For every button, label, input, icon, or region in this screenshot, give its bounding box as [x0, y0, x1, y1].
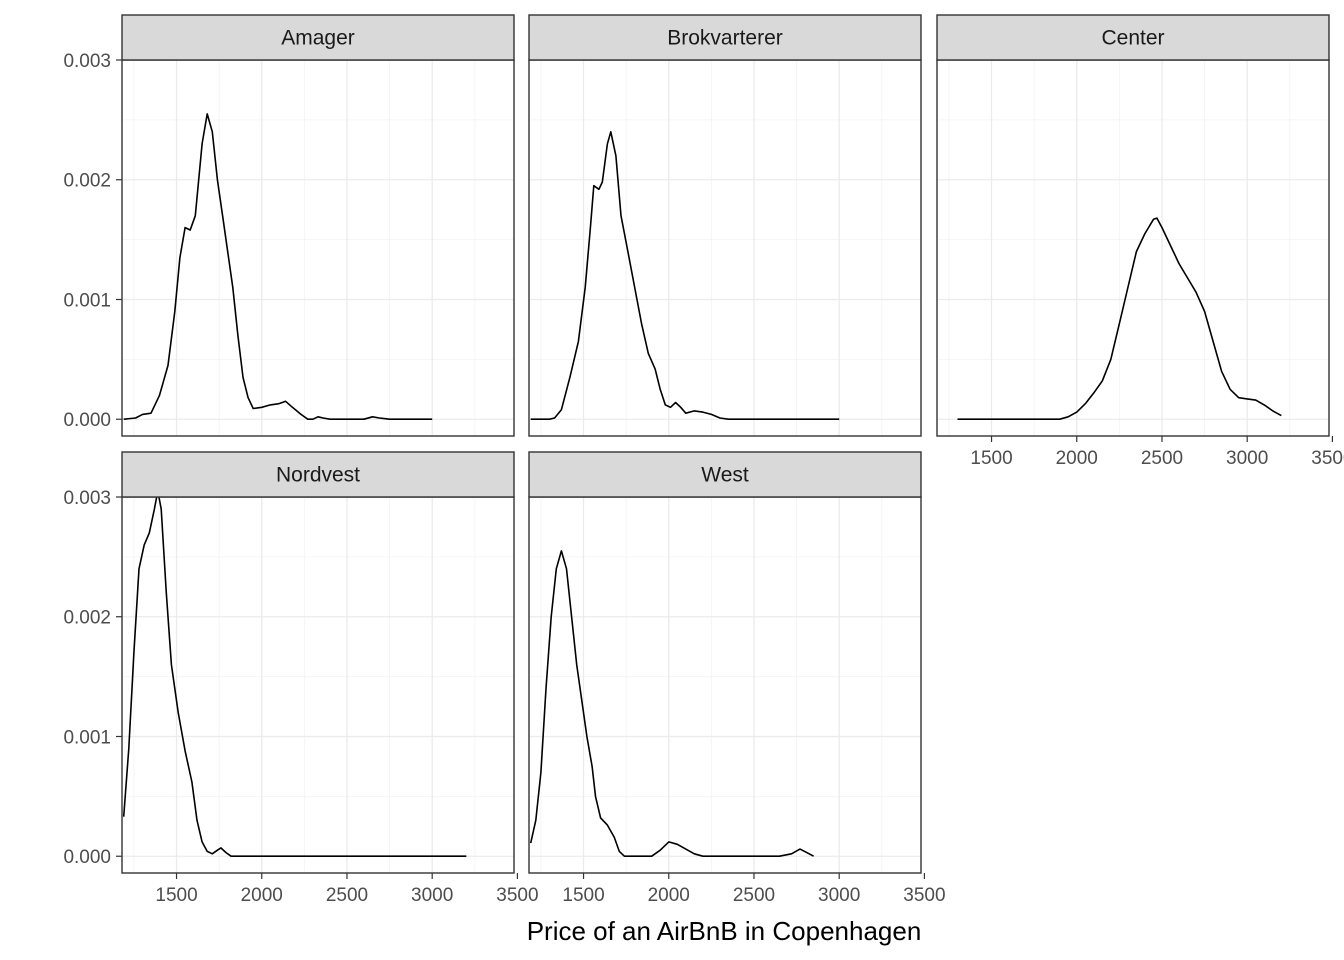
- facet-panel-brokvarterer: Brokvarterer: [528, 14, 922, 437]
- density-line-center: [957, 217, 1282, 420]
- x-tick-label: 2500: [733, 885, 775, 906]
- facet-panel-center: Center: [936, 14, 1330, 437]
- x-tick-label: 3000: [818, 885, 860, 906]
- x-tick-label: 3000: [1226, 448, 1268, 469]
- x-tick-label: 2500: [326, 885, 368, 906]
- panel-background: [529, 60, 921, 436]
- facet-label-amager: Amager: [281, 27, 355, 50]
- density-line-amager: [123, 113, 433, 420]
- density-line-brokvarterer: [530, 131, 840, 420]
- panel-background: [937, 60, 1329, 436]
- x-axis-title: Price of an AirBnB in Copenhagen: [527, 916, 922, 946]
- x-tick-label: 2000: [241, 885, 283, 906]
- x-tick-label: 1500: [562, 885, 604, 906]
- y-tick-label: 0.001: [63, 290, 111, 311]
- density-line-west: [529, 550, 814, 857]
- facet-label-brokvarterer: Brokvarterer: [667, 27, 783, 50]
- facet-strip-brokvarterer: [528, 14, 922, 61]
- x-axes: 1500 2000 2500 3000 3500 1500 2000 2500 3000 3500…: [155, 436, 1344, 906]
- y-tick-label: 0.003: [63, 51, 111, 72]
- x-tick-label: 2500: [1141, 448, 1183, 469]
- facet-strip-west: [528, 451, 922, 498]
- x-tick-label: 2000: [648, 885, 690, 906]
- facet-panel-nordvest: Nordvest: [121, 451, 515, 874]
- x-tick-label: 3500: [496, 885, 538, 906]
- facet-panel-amager: Amager: [121, 14, 515, 437]
- panel-background: [122, 60, 514, 436]
- density-line-nordvest: [122, 490, 467, 857]
- y-tick-label: 0.002: [63, 608, 111, 629]
- x-tick-label: 3500: [903, 885, 945, 906]
- y-tick-label: 0.001: [63, 727, 111, 748]
- x-tick-label: 2000: [1056, 448, 1098, 469]
- facet-strip-amager: [121, 14, 515, 61]
- x-tick-label: 3500: [1311, 448, 1344, 469]
- facet-label-center: Center: [1101, 27, 1164, 50]
- panel-background: [529, 497, 921, 873]
- x-tick-label: 1500: [970, 448, 1012, 469]
- y-tick-label: 0.003: [63, 488, 111, 509]
- y-axes: 0.000 0.001 0.002 0.003 0.000 0.001 0.002 0.003: [63, 51, 122, 868]
- x-tick-label: 1500: [155, 885, 197, 906]
- facet-label-west: West: [701, 464, 749, 487]
- facet-strip-center: [936, 14, 1330, 61]
- y-tick-label: 0.002: [63, 171, 111, 192]
- facet-label-nordvest: Nordvest: [276, 464, 360, 487]
- facet-strip-nordvest: [121, 451, 515, 498]
- y-tick-label: 0.000: [63, 410, 111, 431]
- facet-panels: Amager Brokvarterer Center Nordvest West: [121, 14, 1330, 874]
- facet-panel-west: West: [528, 451, 922, 874]
- panel-background: [122, 497, 514, 873]
- y-tick-label: 0.000: [63, 847, 111, 868]
- x-tick-label: 3000: [411, 885, 453, 906]
